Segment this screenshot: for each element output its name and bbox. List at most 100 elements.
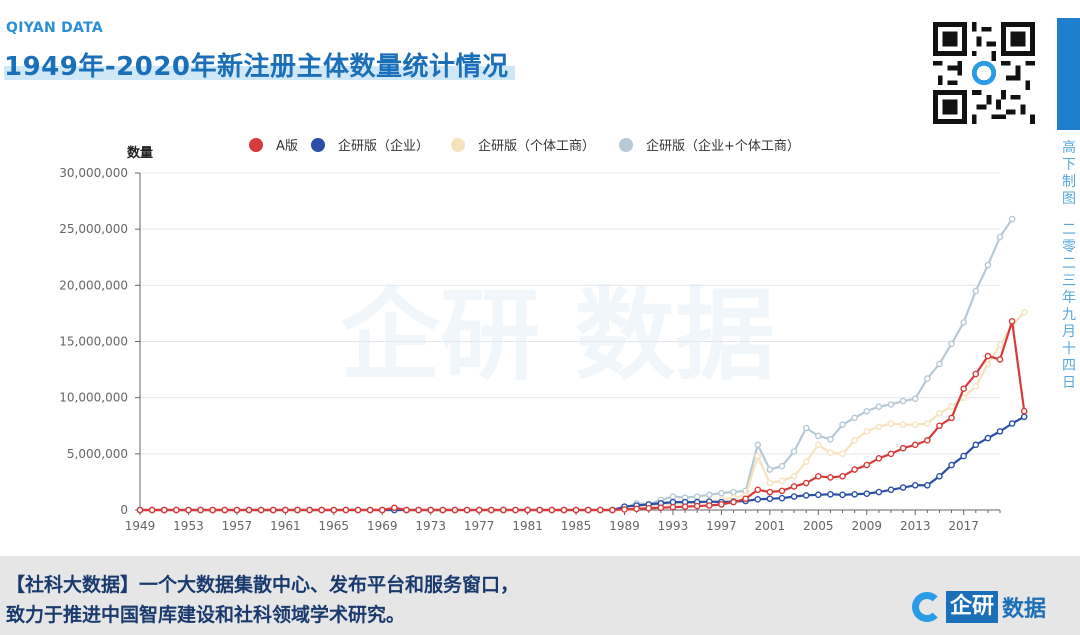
legend-item[interactable]: A版 <box>249 138 298 154</box>
data-point <box>911 441 919 449</box>
data-point <box>778 494 786 502</box>
data-point <box>851 437 858 444</box>
data-point <box>500 506 507 514</box>
x-tick-label: 1957 <box>222 519 253 533</box>
series-1 <box>136 413 1028 514</box>
data-point <box>936 410 943 417</box>
data-point <box>827 449 834 457</box>
data-point <box>790 493 798 500</box>
data-point <box>996 233 1004 241</box>
legend-label: 企研版（个体工商） <box>478 138 595 154</box>
x-tick-label: 1961 <box>270 519 301 533</box>
series-0 <box>136 317 1028 514</box>
data-point <box>633 505 640 513</box>
data-point <box>1020 308 1028 316</box>
x-tick-label: 2017 <box>948 519 979 533</box>
data-point <box>863 490 871 498</box>
data-point <box>221 506 229 514</box>
data-point <box>839 421 846 428</box>
legend-item[interactable]: 企研版（企业） <box>311 138 429 154</box>
data-point <box>742 495 749 503</box>
side-caption-line2: 二零二三年九月十四日 <box>1062 222 1076 391</box>
data-point <box>572 506 580 514</box>
data-point <box>705 491 713 499</box>
legend-label: 企研版（企业+个体工商） <box>646 138 800 154</box>
x-tick-label: 1973 <box>415 519 446 533</box>
legend-marker <box>249 138 263 152</box>
data-point <box>294 506 301 514</box>
data-point <box>718 501 725 508</box>
data-point <box>1008 215 1016 223</box>
data-point <box>851 466 858 473</box>
data-point <box>960 319 967 326</box>
data-point <box>645 505 653 512</box>
data-point <box>839 472 846 480</box>
x-tick-label: 1949 <box>125 519 156 533</box>
data-point <box>924 437 931 444</box>
y-axis-label: 数量 <box>127 145 153 161</box>
data-point <box>827 474 834 481</box>
data-point <box>899 421 907 428</box>
y-tick-label: 30,000,000 <box>59 166 128 180</box>
data-point <box>887 486 895 494</box>
data-point <box>669 493 677 500</box>
data-point <box>596 506 604 514</box>
data-point <box>269 506 277 514</box>
data-point <box>427 506 435 514</box>
legend-label: 企研版（企业） <box>338 138 429 154</box>
data-point <box>463 506 471 514</box>
data-point <box>705 502 713 509</box>
legend-item[interactable]: 企研版（企业+个体工商） <box>619 138 800 154</box>
x-tick-label: 1993 <box>658 519 689 533</box>
data-point <box>875 403 883 410</box>
data-point <box>863 407 871 415</box>
data-point <box>924 481 931 489</box>
data-point <box>996 341 1004 349</box>
x-tick-label: 1965 <box>319 519 350 533</box>
x-tick-label: 1969 <box>367 519 398 533</box>
legend[interactable]: A版 企研版（企业） 企研版（个体工商） 企研版（企业+个体工商） <box>249 138 800 154</box>
data-point <box>948 340 955 348</box>
legend-item[interactable]: 企研版（个体工商） <box>451 138 595 154</box>
data-point <box>875 488 883 496</box>
data-point <box>487 506 495 514</box>
title-block: 1949年-2020年新注册主体数量统计情况 <box>4 46 515 83</box>
line-chart: 企研 数据 0 5,000,000 10,000,000 15,000,000 20,0… <box>59 138 1028 533</box>
data-point <box>839 450 846 458</box>
data-point <box>245 506 253 514</box>
legend-label: A版 <box>276 139 298 154</box>
data-point <box>851 490 858 498</box>
data-point <box>257 506 265 514</box>
y-tick-label: 25,000,000 <box>59 222 128 236</box>
data-point <box>790 483 798 490</box>
data-point <box>754 496 762 503</box>
data-point <box>802 424 810 432</box>
series-group <box>136 215 1028 514</box>
y-tick-label: 10,000,000 <box>59 391 128 405</box>
data-point <box>693 493 701 500</box>
data-point <box>984 352 992 360</box>
x-tick-label: 1989 <box>609 519 640 533</box>
qr-code-icon[interactable] <box>933 22 1035 124</box>
brand-label: QIYAN DATA <box>6 20 104 36</box>
data-point <box>972 370 980 378</box>
data-point <box>233 506 241 514</box>
side-caption: 高下制图 二零二三年九月十四日 <box>1060 140 1078 392</box>
data-point <box>911 421 919 428</box>
side-caption-line1: 高下制图 <box>1062 140 1076 207</box>
data-point <box>621 506 628 513</box>
data-point <box>924 375 931 382</box>
data-point <box>185 506 192 514</box>
data-point <box>839 491 846 499</box>
data-point <box>730 488 737 496</box>
y-tick-label: 5,000,000 <box>67 447 128 461</box>
legend-marker <box>619 138 633 152</box>
data-point <box>766 479 774 487</box>
x-tick-label: 2013 <box>900 519 931 533</box>
data-point <box>996 428 1004 435</box>
data-point <box>911 481 919 489</box>
data-point <box>887 420 895 427</box>
data-point <box>330 506 338 514</box>
data-point <box>972 287 980 295</box>
title-highlight <box>4 66 515 80</box>
